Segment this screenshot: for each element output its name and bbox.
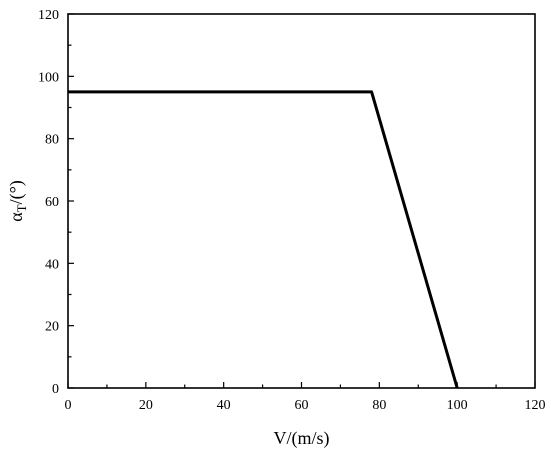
y-tick-label: 120: [38, 8, 59, 23]
x-tick-label: 80: [372, 398, 386, 413]
y-axis-label-symbol: α: [6, 212, 26, 222]
x-tick-label: 20: [139, 398, 153, 413]
series-layer: [68, 90, 459, 389]
x-tick-label: 100: [447, 398, 468, 413]
y-axis-label: αT/(°): [6, 180, 29, 222]
series-line: [68, 90, 459, 389]
y-axis-label-subscript: T: [14, 204, 29, 212]
y-tick-label: 0: [52, 382, 59, 397]
x-tick-label: 40: [217, 398, 231, 413]
x-axis-label: V/(m/s): [274, 428, 330, 449]
ticks-layer: 0 20 40 60 80 100 120 0 20 40 60 80 100 120: [38, 8, 546, 413]
x-tick-label: 120: [525, 398, 546, 413]
y-tick-label: 40: [45, 257, 59, 272]
y-axis-label-unit: /(°): [6, 180, 27, 204]
y-tick-label: 80: [45, 133, 59, 148]
x-tick-label: 60: [295, 398, 309, 413]
y-tick-label: 20: [45, 320, 59, 335]
y-tick-label: 60: [45, 195, 59, 210]
y-tick-label: 100: [38, 70, 59, 85]
plot-frame: [67, 13, 536, 389]
x-tick-label: 0: [65, 398, 72, 413]
